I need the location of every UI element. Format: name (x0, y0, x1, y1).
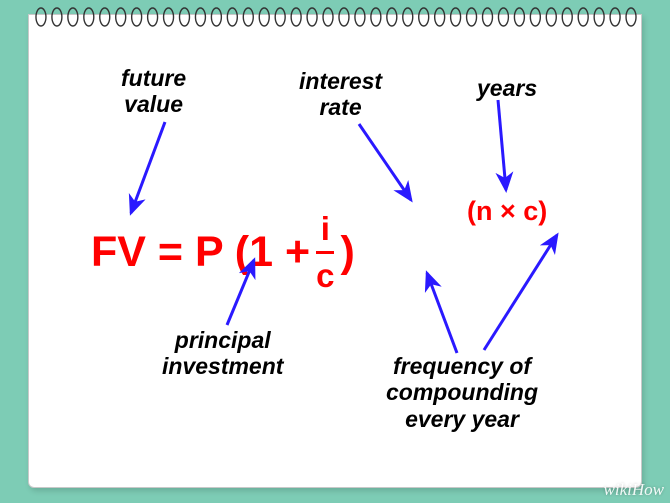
formula-right-paren: ) (340, 228, 354, 277)
label-interest-rate: interestrate (299, 68, 382, 121)
arrow-years (498, 100, 506, 190)
label-years: years (477, 75, 537, 101)
formula-exponent: (n × c) (467, 196, 547, 227)
formula: FV = P (1 + i c ) (91, 210, 355, 295)
arrow-freq-exp (484, 235, 557, 350)
fraction-denominator: c (316, 257, 334, 295)
label-principal: principalinvestment (162, 327, 283, 380)
watermark: wikiHow (604, 480, 664, 500)
label-future-value: futurevalue (121, 65, 186, 118)
formula-fraction: i c (316, 210, 334, 295)
arrow-rate (359, 124, 411, 200)
fraction-numerator: i (321, 210, 330, 248)
fraction-bar (316, 251, 334, 254)
notepad: futurevalue interestrate years principal… (28, 14, 642, 488)
formula-left: FV = P (1 + (91, 228, 310, 277)
label-frequency: frequency ofcompoundingevery year (386, 353, 538, 432)
arrow-fv (131, 122, 165, 213)
arrow-freq-c (427, 273, 457, 353)
spiral-binding (29, 6, 641, 30)
